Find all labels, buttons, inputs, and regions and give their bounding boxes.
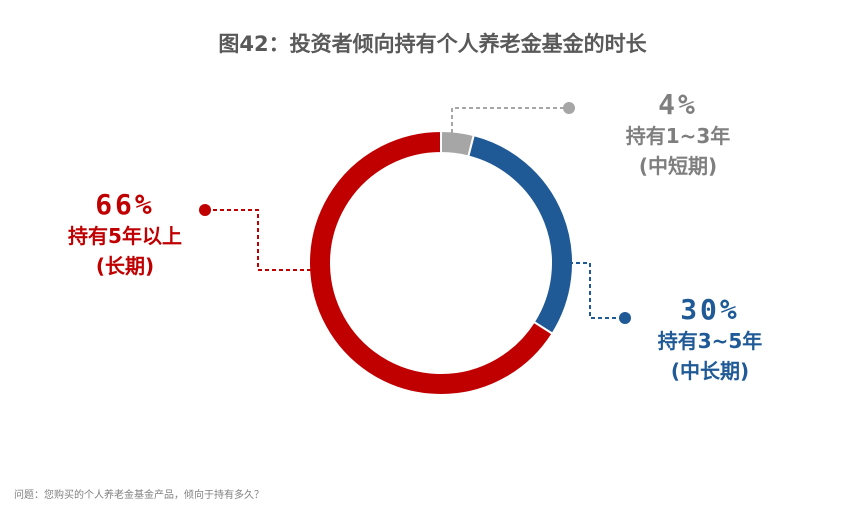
category-label-mid: 持有3~5年: [657, 329, 763, 353]
leader-line-long: [210, 209, 311, 271]
pct-label-mid: 30%: [680, 293, 740, 326]
leader-dot-short: [563, 102, 575, 114]
label-short-term: 4% 持有1~3年 (中短期): [608, 88, 748, 181]
category-sublabel-short: (中短期): [638, 154, 718, 178]
category-label-short: 持有1~3年: [625, 124, 731, 148]
pct-label-long: 66%: [95, 188, 155, 221]
donut-slice-long: [308, 129, 554, 396]
label-long-term: 66% 持有5年以上 (长期): [40, 188, 210, 281]
chart-title: 图42：投资者倾向持有个人养老金基金的时长: [218, 32, 647, 56]
pct-label-short: 4%: [658, 88, 698, 121]
leader-dot-mid: [619, 312, 631, 324]
category-label-long: 持有5年以上: [68, 224, 182, 248]
leader-line-short: [451, 107, 564, 133]
leader-dot-long: [199, 204, 211, 216]
category-sublabel-long: (长期): [95, 254, 155, 278]
leader-line-mid: [569, 262, 620, 319]
category-sublabel-mid: (中长期): [670, 359, 750, 383]
label-mid-long-term: 30% 持有3~5年 (中长期): [640, 293, 780, 386]
survey-question-note: 问题：您购买的个人养老金基金产品，倾向于持有多久？: [14, 490, 264, 501]
donut-slice-mid: [467, 133, 574, 336]
